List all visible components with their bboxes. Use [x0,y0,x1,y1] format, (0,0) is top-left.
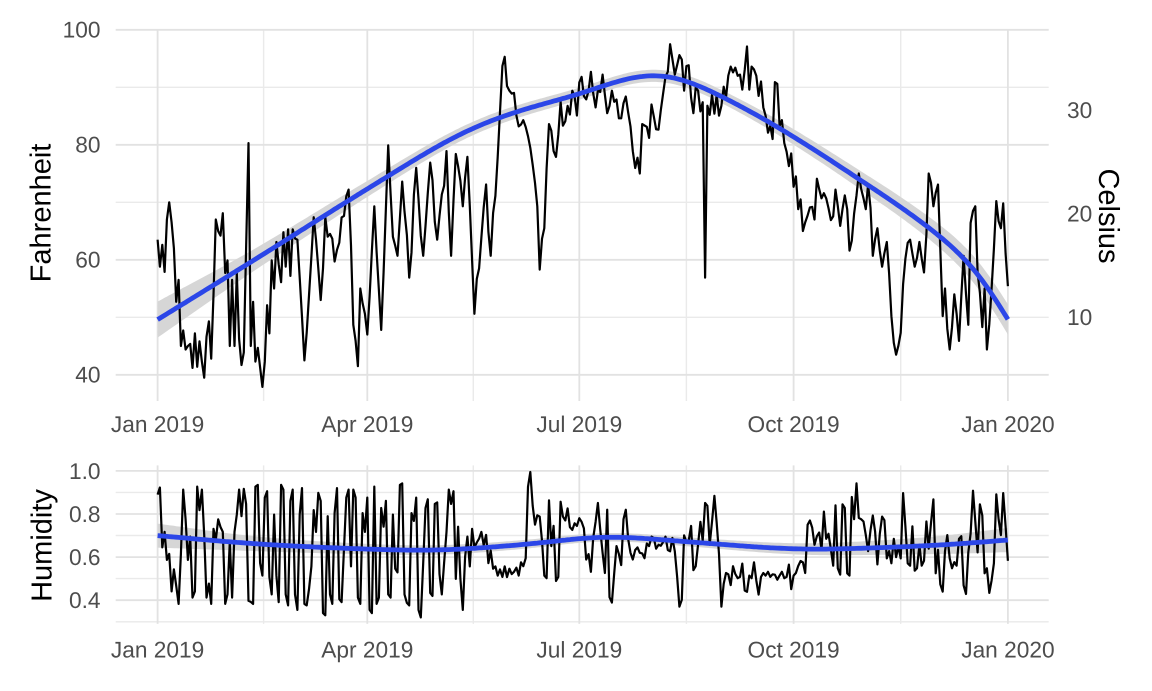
svg-text:60: 60 [75,247,100,273]
svg-text:Jan 2019: Jan 2019 [111,636,204,662]
svg-text:10: 10 [1067,304,1092,330]
svg-text:Jan 2019: Jan 2019 [111,411,204,437]
svg-text:0.6: 0.6 [69,544,101,570]
svg-text:Jan 2020: Jan 2020 [961,636,1054,662]
svg-text:80: 80 [75,132,100,158]
svg-text:Fahrenheit: Fahrenheit [25,144,57,283]
svg-text:0.4: 0.4 [69,587,101,613]
svg-text:Jul 2019: Jul 2019 [536,411,622,437]
svg-text:Jul 2019: Jul 2019 [536,636,622,662]
svg-text:Apr 2019: Apr 2019 [321,411,413,437]
svg-text:Oct 2019: Oct 2019 [748,411,840,437]
svg-text:Celsius: Celsius [1092,168,1124,263]
svg-text:30: 30 [1067,97,1092,123]
svg-text:Jan 2020: Jan 2020 [961,411,1054,437]
svg-text:1.0: 1.0 [69,458,101,484]
svg-text:Humidity: Humidity [27,489,59,602]
svg-text:Apr 2019: Apr 2019 [321,636,413,662]
svg-text:Oct 2019: Oct 2019 [748,636,840,662]
svg-text:100: 100 [63,17,101,43]
svg-text:0.8: 0.8 [69,501,101,527]
svg-text:40: 40 [75,362,100,388]
svg-text:20: 20 [1067,201,1092,227]
